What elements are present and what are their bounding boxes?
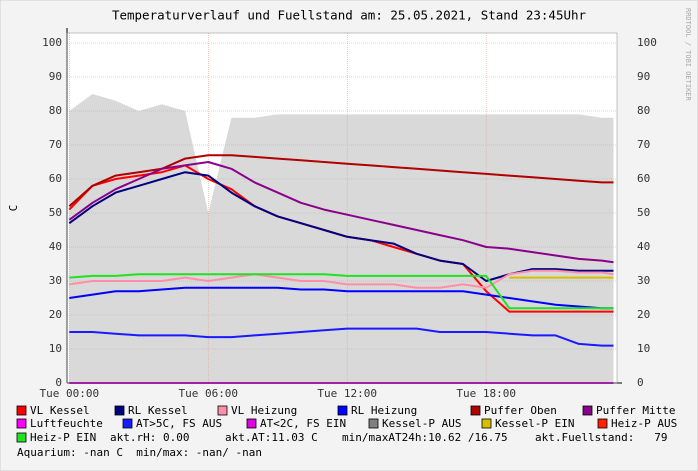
legend-label: AT<2C, FS EIN [260, 417, 346, 430]
legend-label: VL Kessel [30, 404, 90, 417]
legend-note: Aquarium: -nan C min/max: -nan/ -nan [17, 446, 262, 459]
y-tick-label-right: 50 [637, 206, 650, 219]
legend-label: Luftfeuchte [30, 417, 103, 430]
legend-swatch [470, 405, 481, 416]
y-tick-label: 100 [42, 36, 62, 49]
series-line [69, 327, 614, 347]
x-tick-label: Tue 06:00 [178, 387, 238, 400]
x-tick-label: Tue 18:00 [456, 387, 516, 400]
y-tick-label-right: 40 [637, 240, 650, 253]
y-tick-label-right: 0 [637, 376, 644, 389]
y-tick-label: 10 [49, 342, 62, 355]
legend-label: Heiz-P AUS [611, 417, 677, 430]
legend-swatch [582, 405, 593, 416]
legend-swatch [217, 405, 228, 416]
y-tick-label: 0 [55, 376, 62, 389]
watermark: RRDTOOL / TOBI OETIKER [684, 8, 692, 102]
y-tick-label: 70 [49, 138, 62, 151]
legend-swatch [597, 418, 608, 429]
y-tick-label: 60 [49, 172, 62, 185]
series-line [69, 273, 614, 310]
y-tick-label-right: 60 [637, 172, 650, 185]
y-tick-label-right: 100 [637, 36, 657, 49]
series-line [69, 269, 614, 289]
y-axis-label: C [7, 205, 20, 212]
x-tick-label: Tue 12:00 [317, 387, 377, 400]
legend-label: Puffer Oben [484, 404, 557, 417]
series-line [68, 161, 614, 264]
legend-swatch [246, 418, 257, 429]
legend-label: Kessel-P AUS [382, 417, 461, 430]
y-tick-label-right: 20 [637, 308, 650, 321]
legend-label: Puffer Mitte [596, 404, 675, 417]
legend-note: akt.rH: 0.00 [110, 431, 189, 444]
legend-label: Kessel-P EIN [495, 417, 574, 430]
legend-note: akt.Fuellstand: 79 [535, 431, 667, 444]
legend-swatch [368, 418, 379, 429]
legend-swatch [114, 405, 125, 416]
series-line [68, 171, 614, 282]
y-tick-label-right: 90 [637, 70, 650, 83]
legend-swatch [481, 418, 492, 429]
series-line [69, 286, 614, 310]
legend-swatch [16, 432, 27, 443]
legend-label: RL Heizung [351, 404, 417, 417]
legend-label: Heiz-P EIN [30, 431, 96, 444]
chart-title: Temperaturverlauf und Fuellstand am: 25.… [112, 8, 587, 23]
x-tick-label: Tue 00:00 [40, 387, 100, 400]
y-tick-label: 40 [49, 240, 62, 253]
y-tick-label: 80 [49, 104, 62, 117]
y-tick-label: 50 [49, 206, 62, 219]
legend-label: RL Kessel [128, 404, 188, 417]
legend-note: akt.AT:11.03 C [225, 431, 318, 444]
y-tick-label-right: 80 [637, 104, 650, 117]
legend-swatch [122, 418, 133, 429]
y-tick-label: 90 [49, 70, 62, 83]
legend-label: AT>5C, FS AUS [136, 417, 222, 430]
fill-area [69, 94, 614, 383]
legend-swatch [16, 405, 27, 416]
y-tick-label: 30 [49, 274, 62, 287]
legend-swatch [337, 405, 348, 416]
y-tick-label-right: 70 [637, 138, 650, 151]
y-tick-label: 20 [49, 308, 62, 321]
legend-label: VL Heizung [231, 404, 297, 417]
legend-swatch [16, 418, 27, 429]
y-tick-label-right: 10 [637, 342, 650, 355]
plot-frame [66, 32, 618, 384]
y-tick-label-right: 30 [637, 274, 650, 287]
legend-note: min/maxAT24h:10.62 /16.75 [342, 431, 508, 444]
